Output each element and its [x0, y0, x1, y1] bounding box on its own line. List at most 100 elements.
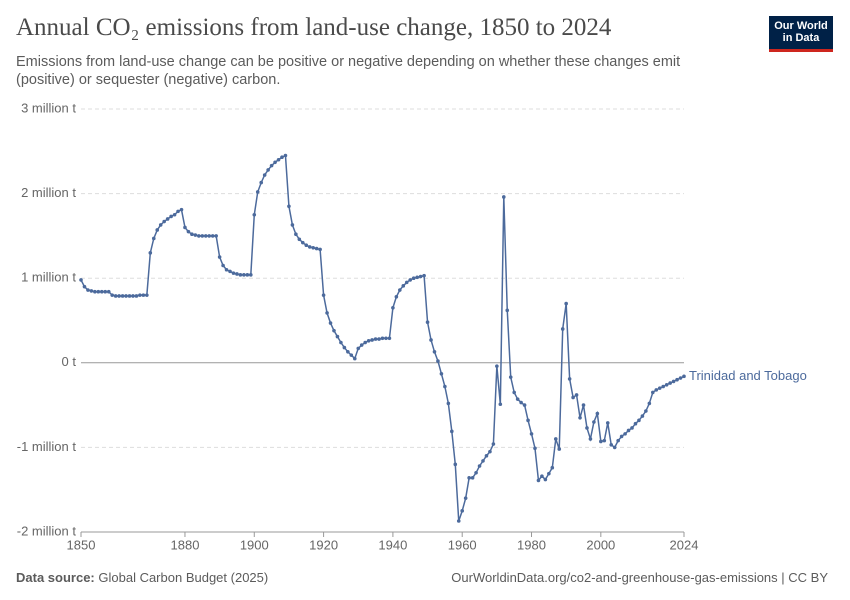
footer-link[interactable]: OurWorldinData.org/co2-and-greenhouse-ga… [451, 570, 828, 585]
data-point [508, 375, 513, 379]
data-point [474, 470, 478, 475]
data-point [640, 414, 645, 418]
data-point [401, 284, 406, 288]
data-point [637, 418, 641, 423]
source-text[interactable]: Global Carbon Budget (2025) [98, 570, 269, 585]
data-point [131, 294, 135, 298]
data-point [477, 464, 482, 468]
data-point [626, 428, 631, 433]
data-point [664, 382, 669, 387]
data-point [599, 439, 603, 444]
data-point [533, 446, 537, 451]
data-point [498, 402, 503, 407]
data-point [605, 421, 610, 425]
x-tick-label: 1980 [517, 537, 546, 552]
data-point [557, 447, 562, 451]
data-point [612, 445, 617, 450]
data-point [564, 301, 568, 306]
data-point [255, 190, 260, 194]
data-point [370, 338, 374, 342]
data-point [172, 212, 177, 217]
data-point [162, 219, 166, 224]
data-point [609, 443, 614, 447]
data-point [203, 234, 208, 238]
data-point [342, 345, 347, 350]
data-point [307, 245, 312, 249]
data-point [484, 454, 489, 458]
data-point [675, 377, 679, 382]
data-point [488, 449, 492, 454]
data-point [266, 168, 270, 172]
x-tick-label: 1880 [171, 537, 200, 552]
data-point [418, 274, 423, 279]
data-point [235, 272, 239, 276]
data-point [228, 269, 232, 274]
data-point [661, 384, 666, 389]
data-point [446, 401, 451, 406]
data-point [470, 476, 475, 480]
data-point [630, 426, 634, 430]
logo[interactable]: Our World in Data [769, 16, 833, 52]
data-point [574, 393, 579, 397]
data-point [99, 289, 104, 294]
data-point [120, 294, 125, 298]
data-point [93, 289, 97, 294]
data-point [224, 267, 229, 272]
data-point [481, 459, 485, 463]
data-point [186, 229, 191, 234]
data-point [169, 214, 173, 219]
data-point [262, 173, 267, 177]
data-point [633, 421, 638, 426]
x-tick-label: 1940 [378, 537, 407, 552]
data-point [300, 240, 305, 245]
data-point [86, 288, 90, 292]
data-point [352, 356, 357, 361]
data-point [585, 426, 589, 430]
data-point [117, 294, 121, 298]
data-point [359, 343, 364, 347]
data-point [328, 321, 333, 325]
data-point [346, 350, 350, 354]
data-point [467, 476, 471, 480]
data-point [321, 293, 326, 297]
data-point [207, 234, 212, 238]
data-point [595, 411, 600, 416]
x-tick-label: 1920 [309, 537, 338, 552]
y-tick-label: -1 million t [17, 439, 77, 454]
data-point [252, 212, 257, 217]
data-point [671, 379, 676, 384]
data-point [89, 289, 94, 293]
data-point [280, 155, 284, 160]
source: Data source: Global Carbon Budget (2025) [16, 570, 268, 585]
data-point [377, 337, 381, 341]
data-point [436, 359, 440, 363]
x-tick-label: 2024 [670, 537, 699, 552]
data-point [373, 337, 378, 341]
x-tick-label: 1900 [240, 537, 269, 552]
data-point [619, 434, 624, 439]
data-point [134, 294, 139, 298]
data-point [526, 418, 530, 423]
data-point [644, 409, 648, 413]
data-point [183, 225, 187, 230]
x-tick-label: 1850 [67, 537, 96, 552]
data-point [110, 293, 114, 297]
data-point [200, 234, 205, 238]
data-point [210, 234, 215, 238]
series-label: Trinidad and Tobago [689, 368, 807, 383]
y-tick-label: 3 million t [21, 100, 76, 115]
data-point [245, 273, 250, 277]
data-point [460, 509, 465, 513]
data-point [113, 294, 118, 298]
data-point [124, 294, 128, 298]
data-point [553, 437, 558, 441]
data-point [106, 289, 111, 294]
data-point [668, 381, 672, 385]
chart-subtitle: Emissions from land-use change can be po… [16, 54, 681, 88]
data-point [578, 415, 582, 420]
y-tick-label: 1 million t [21, 270, 76, 285]
data-point [217, 255, 222, 259]
data-point [103, 289, 108, 294]
data-point [214, 234, 218, 238]
